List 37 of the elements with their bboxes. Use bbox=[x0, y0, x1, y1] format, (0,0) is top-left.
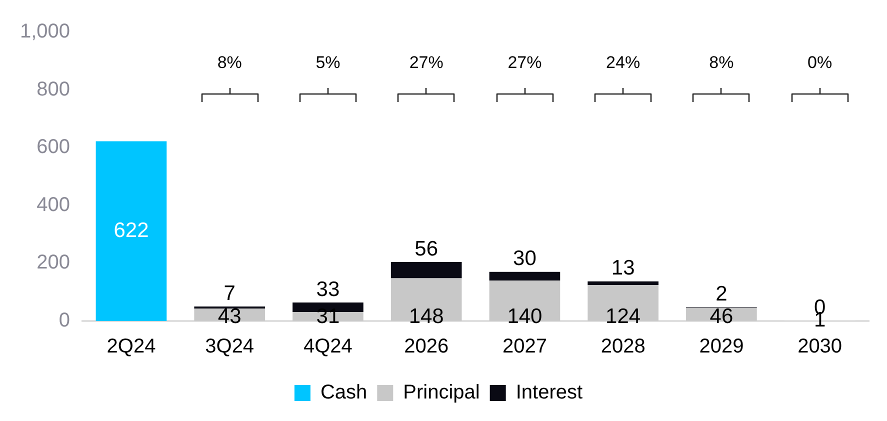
data-label: 7 bbox=[224, 282, 236, 305]
data-label: 148 bbox=[408, 304, 444, 328]
data-label: 13 bbox=[611, 256, 635, 280]
x-tick-label: 2030 bbox=[798, 336, 842, 358]
annotation: 0% bbox=[808, 53, 832, 72]
annotation: 8% bbox=[709, 53, 734, 72]
y-tick-label: 400 bbox=[36, 194, 70, 216]
data-label: 2 bbox=[716, 282, 728, 306]
data-label: 33 bbox=[316, 278, 340, 301]
legend-label: Principal bbox=[403, 382, 480, 404]
annotation: 5% bbox=[316, 53, 340, 72]
data-label: 31 bbox=[316, 304, 340, 328]
y-tick-label: 200 bbox=[36, 252, 70, 274]
data-label: 140 bbox=[507, 304, 542, 328]
x-tick-label: 2Q24 bbox=[106, 336, 156, 358]
y-tick-label: 800 bbox=[36, 78, 70, 100]
data-label: 56 bbox=[414, 237, 438, 260]
annotation: 27% bbox=[508, 53, 542, 72]
legend-label: Cash bbox=[320, 382, 368, 404]
data-label: 46 bbox=[710, 304, 734, 328]
data-label: 43 bbox=[218, 304, 242, 328]
data-label: 124 bbox=[606, 304, 641, 328]
y-tick-label: 1,000 bbox=[20, 20, 70, 43]
annotation: 24% bbox=[606, 53, 640, 72]
x-tick-label: 2027 bbox=[502, 336, 547, 358]
annotation: 27% bbox=[409, 53, 444, 72]
legend-label: Interest bbox=[516, 382, 583, 404]
y-tick-label: 600 bbox=[36, 136, 70, 158]
x-tick-label: 2026 bbox=[404, 336, 449, 358]
annotation: 8% bbox=[217, 53, 242, 72]
data-label: 622 bbox=[114, 218, 149, 242]
y-tick-label: 0 bbox=[58, 310, 70, 332]
x-tick-label: 3Q24 bbox=[205, 336, 254, 358]
x-tick-label: 2029 bbox=[699, 336, 744, 358]
data-label: 30 bbox=[513, 247, 536, 270]
x-tick-label: 4Q24 bbox=[304, 336, 352, 358]
x-tick-label: 2028 bbox=[600, 336, 646, 358]
